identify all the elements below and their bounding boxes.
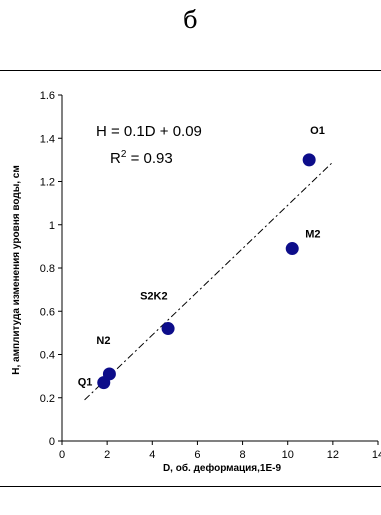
axes: [61, 95, 378, 442]
y-tick-label: 0.6: [40, 306, 55, 318]
r-squared: R2 = 0.93: [110, 149, 173, 167]
r-squared-value: = 0.93: [126, 150, 172, 167]
top-rule: [0, 70, 381, 71]
trendline: [84, 161, 334, 401]
x-tick-label: 14: [372, 449, 381, 461]
point-label-s2k2: S2K2: [140, 291, 168, 303]
data-point-o1: [302, 153, 316, 167]
data-points: [97, 153, 316, 390]
r-squared-prefix: R: [110, 150, 121, 167]
y-tick-label: 1.6: [40, 90, 55, 102]
x-tick-label: 2: [104, 449, 110, 461]
x-tick-label: 4: [149, 449, 155, 461]
point-label-q1: Q1: [78, 377, 93, 389]
y-tick-label: 0.2: [40, 393, 55, 405]
regression-equation: H = 0.1D + 0.09: [96, 123, 202, 140]
x-tick-label: 6: [194, 449, 200, 461]
x-tick-label: 12: [327, 449, 339, 461]
y-tick-label: 0.8: [40, 263, 55, 275]
y-tick-label: 0: [49, 436, 55, 448]
y-axis-title: Н, амплитуда изменения уровня воды, см: [11, 165, 22, 375]
y-tick-label: 0.4: [40, 350, 55, 362]
y-tick-label: 1: [49, 220, 55, 232]
point-labels: Q1 N2 S2K2 M2 O1: [78, 125, 325, 389]
r-squared-superscript: 2: [121, 149, 127, 160]
point-label-m2: M2: [305, 229, 320, 241]
trendline-group: [84, 161, 334, 401]
data-point-n2: [102, 367, 116, 381]
point-label-n2: N2: [96, 335, 110, 347]
panel-letter: б: [183, 6, 198, 34]
x-tick-label: 8: [240, 449, 246, 461]
point-label-o1: O1: [310, 125, 325, 137]
y-tick-label: 1.2: [40, 177, 55, 189]
ticks: 0 2 4 6 8 10 12 14 0 0.2 0.4 0.6 0.8 1 1.2 1.4 1.6: [40, 90, 381, 461]
x-tick-label: 0: [59, 449, 65, 461]
y-tick-label: 1.4: [40, 133, 55, 145]
bottom-rule: [0, 486, 381, 487]
data-point-m2: [285, 242, 299, 256]
x-tick-label: 10: [282, 449, 294, 461]
data-point-s2k2: [161, 322, 175, 336]
x-axis-title: D, об. деформация,1E-9: [163, 462, 282, 474]
